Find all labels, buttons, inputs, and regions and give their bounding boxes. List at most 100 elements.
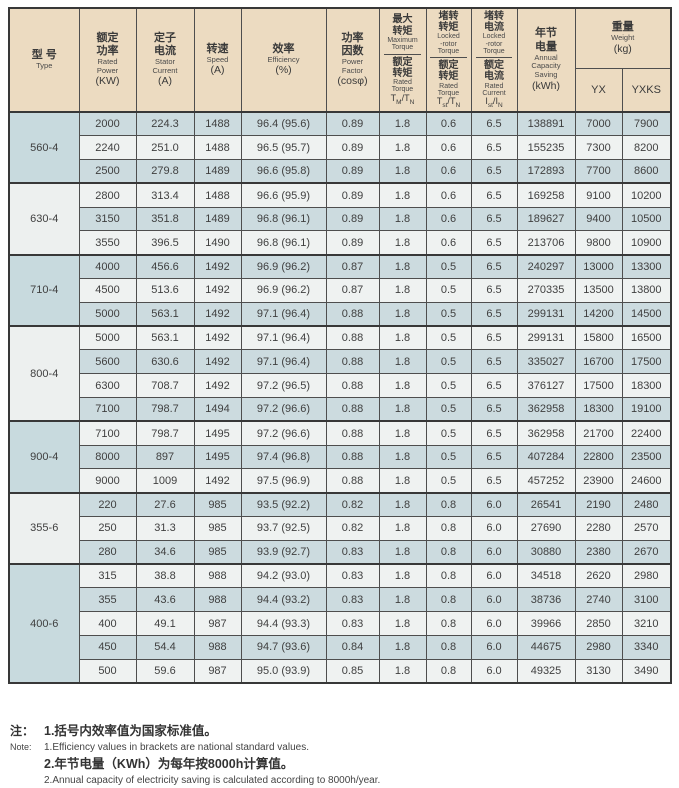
data-cell: 14200	[574, 301, 623, 327]
header-type-en: Type	[36, 61, 53, 71]
data-cell: 17500	[621, 349, 672, 375]
data-cell: 563.1	[135, 325, 195, 351]
data-cell: 8200	[621, 135, 672, 161]
data-cell: 49.1	[135, 611, 195, 637]
data-cell: 6.0	[470, 635, 518, 660]
data-cell: 450	[78, 635, 137, 660]
data-cell: 2800	[78, 182, 137, 208]
data-cell: 0.83	[325, 539, 380, 565]
data-cell: 2620	[574, 563, 623, 589]
data-cell: 351.8	[135, 206, 195, 232]
data-cell: 93.7 (92.5)	[240, 516, 327, 541]
type-cell: 710-4	[8, 253, 80, 327]
data-cell: 0.83	[325, 611, 380, 637]
data-cell: 1.8	[378, 516, 427, 541]
table-row: 2500 279.8 1489 96.6 (95.8) 0.89 1.8 0.6 6.5 172…	[9, 159, 672, 184]
data-cell: 315	[78, 563, 137, 589]
data-cell: 985	[193, 491, 242, 518]
table-row: 9000 1009 1492 97.5 (96.9) 0.88 1.8 0.5 6.5 4572…	[9, 468, 672, 494]
data-cell: 0.88	[325, 325, 380, 351]
data-cell: 0.88	[325, 444, 380, 470]
data-cell: 3150	[78, 206, 137, 232]
data-cell: 0.5	[425, 444, 472, 470]
data-cell: 2240	[78, 135, 137, 161]
data-cell: 172893	[516, 159, 576, 184]
header-stator-current-unit: (A)	[158, 75, 172, 88]
notes: 注： 1.括号内效率值为国家标准值。 Note: 1.Efficiency va…	[10, 722, 670, 788]
data-cell: 24600	[621, 468, 672, 494]
data-cell: 96.6 (95.8)	[240, 159, 327, 184]
data-cell: 0.89	[325, 230, 380, 256]
table-row: 355-6 220 27.6 985 93.5 (92.2) 0.82 1.8 0.8 6.0 2…	[8, 491, 672, 565]
data-cell: 250	[78, 516, 137, 541]
data-cell: 0.8	[425, 491, 472, 518]
data-cell: 22800	[574, 444, 623, 470]
data-cell: 10200	[621, 182, 672, 208]
header-locked-rotor-current-rated-zh: 额定 电流	[484, 60, 504, 83]
data-cell: 362958	[516, 397, 576, 422]
table-row: 280 34.6 985 93.9 (92.7) 0.83 1.8 0.8 6.0 30880 2…	[9, 539, 672, 565]
data-cell: 708.7	[135, 373, 195, 399]
data-cell: 23500	[621, 444, 672, 470]
header-power-factor-zh: 功率 因数	[341, 31, 364, 57]
data-cell: 362958	[516, 420, 576, 446]
data-cell: 7100	[78, 397, 137, 422]
header-max-torque-zh: 最大 转矩	[392, 14, 413, 37]
data-cell: 1492	[193, 468, 242, 494]
header-speed: 转速 Speed (A)	[193, 7, 242, 113]
header-rated-power-zh: 额定 功率	[96, 31, 119, 57]
data-cell: 97.5 (96.9)	[240, 468, 327, 494]
data-cell: 1488	[193, 182, 242, 208]
type-cell: 355-6	[8, 491, 80, 565]
data-cell: 26541	[516, 491, 576, 518]
type-cell: 630-4	[8, 182, 80, 256]
data-cell: 2480	[621, 491, 672, 518]
data-cell: 96.8 (96.1)	[240, 206, 327, 232]
data-cell: 1489	[193, 206, 242, 232]
note-2-en: 2.Annual capacity of electricity saving …	[44, 775, 381, 787]
data-cell: 630.6	[135, 349, 195, 375]
type-cell: 800-4	[8, 325, 80, 422]
data-cell: 1.8	[378, 420, 427, 446]
data-cell: 313.4	[135, 182, 195, 208]
table-row: 4500 513.6 1492 96.9 (96.2) 0.87 1.8 0.5 6.5 270…	[9, 278, 672, 303]
data-cell: 44675	[516, 635, 576, 660]
table-row: 7100 798.7 1494 97.2 (96.6) 0.88 1.8 0.5 6.5 362…	[9, 397, 672, 422]
data-cell: 1.8	[378, 611, 427, 637]
header-weight-yx: YX	[574, 67, 623, 113]
data-cell: 6.0	[470, 563, 518, 589]
data-cell: 1488	[193, 135, 242, 161]
header-weight-unit: (kg)	[613, 42, 632, 55]
table-row: 900-4 7100 798.7 1495 97.2 (96.6) 0.88 1.8 0.5 6…	[8, 420, 672, 494]
data-cell: 15800	[574, 325, 623, 351]
data-cell: 0.8	[425, 658, 472, 684]
data-cell: 0.88	[325, 420, 380, 446]
data-cell: 0.89	[325, 135, 380, 161]
header-weight-yxks-label: YXKS	[631, 83, 661, 96]
header-annual-saving-unit: (kWh)	[532, 79, 560, 92]
data-cell: 0.88	[325, 301, 380, 327]
data-cell: 2980	[621, 563, 672, 589]
data-cell: 1494	[193, 397, 242, 422]
data-cell: 16700	[574, 349, 623, 375]
header-power-factor-en: Power Factor	[341, 57, 364, 75]
data-cell: 0.89	[325, 206, 380, 232]
data-cell: 38736	[516, 587, 576, 613]
data-cell: 6.5	[470, 230, 518, 256]
data-cell: 6.5	[470, 373, 518, 399]
data-cell: 96.5 (95.7)	[240, 135, 327, 161]
data-cell: 189627	[516, 206, 576, 232]
type-cell: 900-4	[8, 420, 80, 494]
data-cell: 9100	[574, 182, 623, 208]
data-cell: 0.85	[325, 658, 380, 684]
data-cell: 3550	[78, 230, 137, 256]
data-cell: 213706	[516, 230, 576, 256]
data-cell: 8600	[621, 159, 672, 184]
data-cell: 798.7	[135, 397, 195, 422]
data-cell: 0.8	[425, 611, 472, 637]
table-row: 450 54.4 988 94.7 (93.6) 0.84 1.8 0.8 6.0 44675 2…	[9, 635, 672, 660]
note-line-1-zh: 注： 1.括号内效率值为国家标准值。	[10, 722, 670, 740]
fraction-bar	[430, 57, 467, 59]
data-cell: 34518	[516, 563, 576, 589]
